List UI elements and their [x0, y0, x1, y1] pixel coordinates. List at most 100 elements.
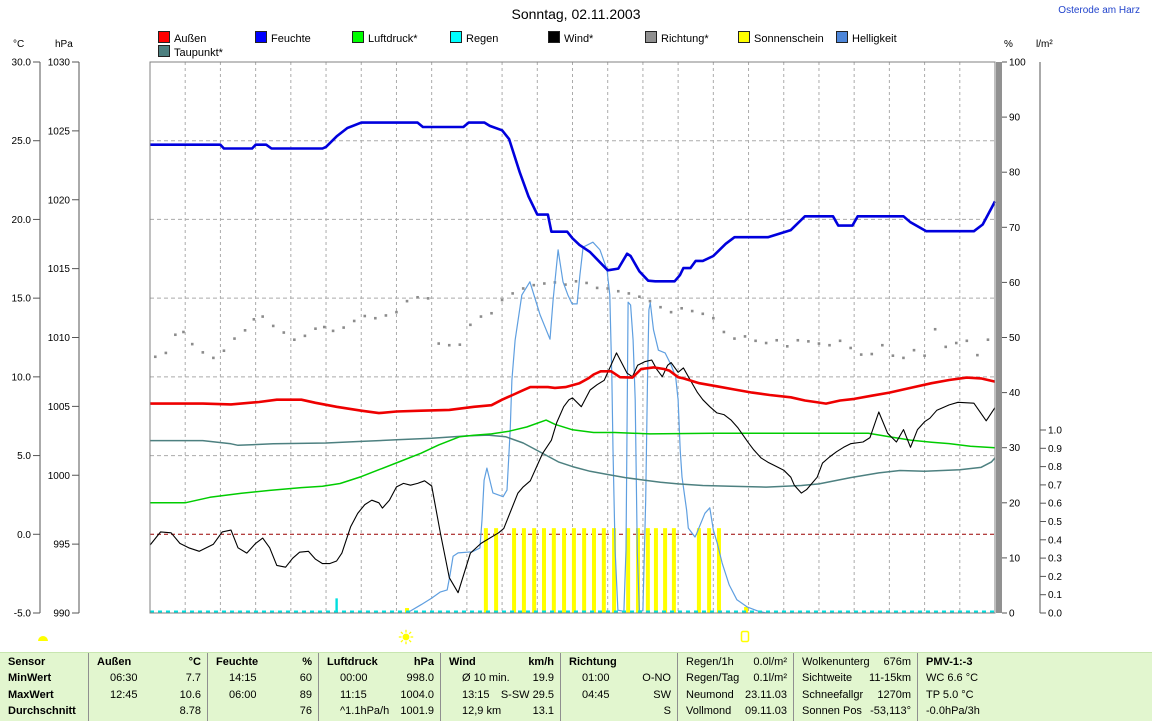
- percent-tick-label: 80: [1009, 168, 1021, 179]
- series-richtung-dot: [190, 342, 194, 346]
- cell-value: 89: [299, 688, 312, 701]
- temp-tick-label: -5.0: [14, 609, 32, 620]
- table-column-3: Luftdruck hPa 00:00 998.0 11:15 1004.0 ^1.1hPa…: [318, 653, 440, 721]
- series-richtung-dot: [754, 339, 757, 343]
- series-sonnenschein-bar: [612, 528, 617, 613]
- table-cell: Richtung: [569, 654, 671, 670]
- series-richtung-dot: [564, 283, 567, 286]
- series-sonnenschein-bar: [663, 528, 668, 613]
- cell-value: S: [663, 705, 671, 718]
- cell-label: PMV-1:-3: [926, 656, 973, 668]
- cell-label: 14:15: [229, 672, 257, 685]
- table-column-0: Sensor MinWert MaxWert Durchschnitt: [0, 653, 88, 721]
- cell-value: 13.1: [532, 705, 554, 718]
- legend-swatch-icon: [158, 31, 170, 43]
- pressure-tick-label: 1000: [48, 471, 71, 482]
- cell-label: Vollmond: [686, 705, 732, 718]
- legend-label: Luftdruck*: [368, 33, 418, 45]
- cell-value: 0.0l/m²: [753, 656, 787, 668]
- cell-label: MaxWert: [8, 688, 54, 701]
- temp-tick-label: 20.0: [12, 215, 32, 226]
- legend-label: Regen: [466, 33, 499, 45]
- series-richtung-dot: [743, 335, 747, 338]
- legend-swatch-icon: [836, 31, 848, 43]
- cell-label: Richtung: [569, 656, 617, 668]
- cell-value: hPa: [413, 656, 434, 668]
- cell-value: S-SW 29.5: [500, 688, 554, 701]
- series-richtung-dot: [426, 297, 430, 300]
- series-richtung-dot: [314, 327, 317, 330]
- pressure-tick-label: 990: [53, 609, 70, 620]
- unit-label-rain: l/m²: [1036, 39, 1053, 50]
- series-richtung-dot: [363, 314, 367, 318]
- series-sonnenschein-bar: [494, 528, 499, 613]
- series-richtung-dot: [479, 315, 483, 318]
- table-cell: Sensor: [8, 654, 82, 670]
- series-richtung-dot: [616, 289, 620, 293]
- table-cell: 06:30 7.7: [97, 670, 201, 686]
- series-luftdruck: [150, 419, 996, 504]
- table-cell: 14:15 60: [216, 670, 312, 686]
- legend-label: Feuchte: [271, 33, 311, 45]
- cell-label: 04:45: [582, 688, 610, 701]
- cell-label: Luftdruck: [327, 656, 378, 668]
- cell-label: Wind: [449, 656, 476, 668]
- series-richtung-dot: [690, 309, 694, 313]
- rain-tick-label: 1.0: [1048, 426, 1062, 437]
- series-richtung-dot: [212, 356, 215, 360]
- cell-label: Schneefallgr: [802, 688, 864, 701]
- pressure-tick-label: 1020: [48, 195, 71, 206]
- table-cell: MaxWert: [8, 687, 82, 703]
- series-richtung-dot: [986, 338, 990, 342]
- rain-tick-label: 0.1: [1048, 590, 1062, 601]
- rain-tick-label: 0.9: [1048, 444, 1062, 455]
- series-richtung-dot: [331, 329, 335, 333]
- series-richtung-dot: [712, 316, 715, 320]
- series-wind: [149, 352, 996, 594]
- percent-tick-label: 90: [1009, 113, 1021, 124]
- table-cell: 04:45 SW: [569, 687, 671, 703]
- series-richtung-dot: [912, 348, 916, 352]
- legend-item-luftdruck: Luftdruck*: [352, 31, 418, 45]
- rain-tick-label: 0.7: [1048, 480, 1062, 491]
- series-richtung-dot: [585, 281, 588, 285]
- temp-tick-label: 15.0: [12, 294, 32, 305]
- series-sonnenschein-bar: [601, 528, 606, 613]
- series-richtung-dot: [817, 342, 821, 345]
- unit-label-percent: %: [1004, 39, 1013, 50]
- table-cell: Außen °C: [97, 654, 201, 670]
- series-taupunkt: [150, 434, 996, 488]
- legend-item-helligkeit: Helligkeit: [836, 31, 897, 45]
- series-sonnenschein-bar: [696, 528, 701, 613]
- series-richtung-dot: [282, 331, 286, 334]
- stats-table: Sensor MinWert MaxWert Durchschnitt Außen °C 0…: [0, 652, 1152, 721]
- table-cell: Durchschnitt: [8, 703, 82, 719]
- sun-ray-icon: [408, 639, 412, 643]
- cell-label: 06:00: [229, 688, 257, 701]
- page-title: Sonntag, 02.11.2003: [511, 6, 641, 22]
- series-sonnenschein-bar: [744, 606, 749, 613]
- legend-swatch-icon: [548, 31, 560, 43]
- table-cell: 12:45 10.6: [97, 687, 201, 703]
- series-feuchte: [150, 121, 997, 283]
- legend-swatch-icon: [450, 31, 462, 43]
- table-cell: 13:15 S-SW 29.5: [449, 687, 554, 703]
- cell-label: Neumond: [686, 688, 734, 701]
- series-helligkeit: [406, 241, 767, 614]
- series-richtung-dot: [182, 330, 185, 334]
- series-richtung-dot: [153, 355, 157, 359]
- series-richtung-dot: [902, 356, 905, 360]
- legend-label: Sonnenschein: [754, 33, 824, 45]
- series-richtung-dot: [532, 283, 536, 287]
- series-sonnenschein-bar: [653, 528, 658, 613]
- series-sonnenschein-bar: [582, 528, 587, 613]
- table-cell: Luftdruck hPa: [327, 654, 434, 670]
- series-richtung-dot: [733, 337, 736, 340]
- table-cell: 8.78: [97, 703, 201, 719]
- percent-tick-label: 20: [1009, 498, 1021, 509]
- series-richtung-dot: [891, 354, 895, 357]
- cell-label: 12,9 km: [462, 705, 502, 718]
- cell-value: SW: [653, 688, 671, 701]
- table-column-1: Außen °C 06:30 7.7 12:45 10.6 8.78: [88, 653, 207, 721]
- series-richtung-dot: [164, 351, 168, 355]
